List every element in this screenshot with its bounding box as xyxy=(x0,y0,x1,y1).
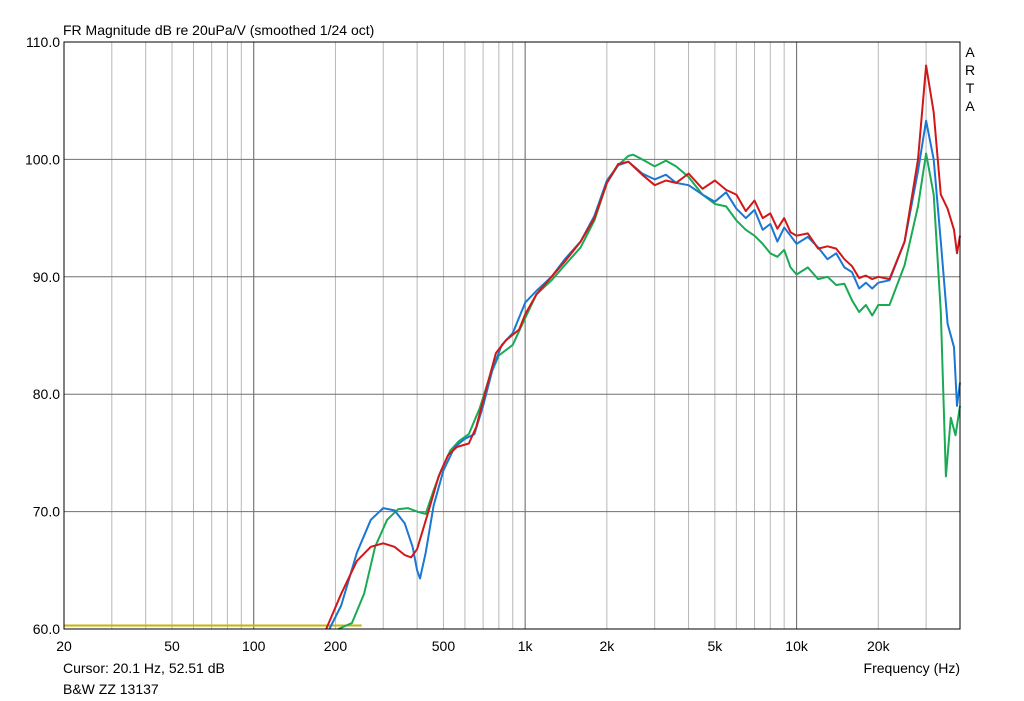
cursor-readout: Cursor: 20.1 Hz, 52.51 dB xyxy=(63,660,225,676)
y-tick-label: 70.0 xyxy=(33,504,60,520)
chart-title: FR Magnitude dB re 20uPa/V (smoothed 1/2… xyxy=(63,22,375,38)
y-tick-label: 80.0 xyxy=(33,386,60,402)
x-tick-label: 100 xyxy=(242,638,266,654)
y-tick-label: 90.0 xyxy=(33,269,60,285)
brand-letter: R xyxy=(964,62,976,78)
y-tick-label: 60.0 xyxy=(33,621,60,637)
brand-letter: A xyxy=(965,98,975,114)
x-tick-label: 200 xyxy=(324,638,348,654)
arta-brand-label: A R T A xyxy=(962,43,978,115)
x-tick-label: 10k xyxy=(785,638,809,654)
y-tick-label: 100.0 xyxy=(25,151,60,167)
brand-letter: T xyxy=(965,80,975,96)
series-line-1 xyxy=(337,152,961,630)
y-tick-labels: 60.0 70.0 80.0 90.0 100.0 110.0 xyxy=(25,34,60,637)
x-tick-label: 50 xyxy=(164,638,180,654)
device-name: B&W ZZ 13137 xyxy=(63,681,159,697)
x-tick-label: 2k xyxy=(599,638,615,654)
x-tick-labels: 20 50 100 200 500 1k 2k 5k 10k 20k xyxy=(56,638,890,654)
brand-letter: A xyxy=(965,44,975,60)
series-layer xyxy=(64,64,961,630)
x-tick-label: 20 xyxy=(56,638,72,654)
x-tick-label: 500 xyxy=(432,638,456,654)
plot-frame xyxy=(63,41,961,630)
x-tick-label: 20k xyxy=(867,638,891,654)
series-line-3 xyxy=(325,64,961,630)
x-tick-label: 1k xyxy=(518,638,534,654)
x-axis-label: Frequency (Hz) xyxy=(863,660,960,676)
y-tick-label: 110.0 xyxy=(26,34,60,50)
series-line-2 xyxy=(328,119,961,630)
x-tick-label: 5k xyxy=(707,638,723,654)
minor-grid xyxy=(111,42,927,629)
